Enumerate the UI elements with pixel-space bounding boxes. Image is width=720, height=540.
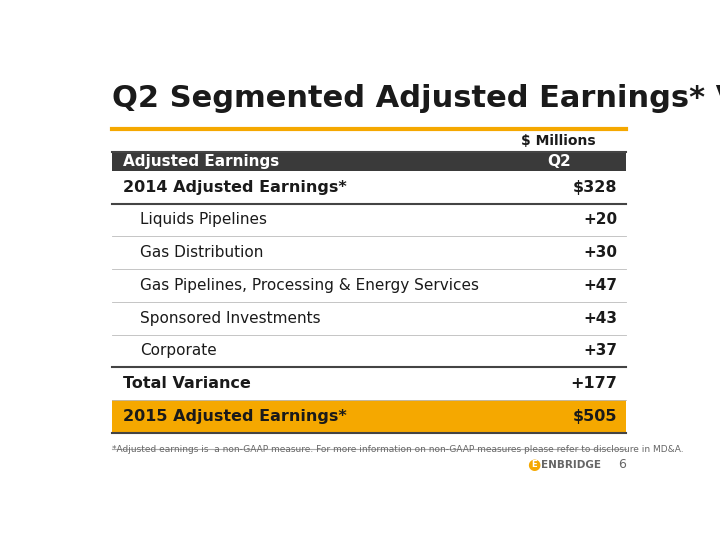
Text: $328: $328 — [573, 180, 617, 195]
Text: Liquids Pipelines: Liquids Pipelines — [140, 212, 267, 227]
Text: 2015 Adjusted Earnings*: 2015 Adjusted Earnings* — [124, 409, 347, 424]
Text: +47: +47 — [583, 278, 617, 293]
FancyBboxPatch shape — [112, 152, 626, 171]
Text: +37: +37 — [583, 343, 617, 359]
Text: +177: +177 — [570, 376, 617, 391]
Text: $ Millions: $ Millions — [521, 134, 596, 148]
Text: E: E — [531, 460, 536, 469]
Text: ●: ● — [527, 457, 540, 472]
Text: +43: +43 — [583, 310, 617, 326]
Text: Total Variance: Total Variance — [124, 376, 251, 391]
Text: Q2: Q2 — [547, 154, 570, 169]
FancyBboxPatch shape — [112, 400, 626, 433]
Text: Adjusted Earnings: Adjusted Earnings — [124, 154, 280, 169]
Text: +20: +20 — [583, 212, 617, 227]
Text: ENBRIDGE: ENBRIDGE — [541, 460, 601, 470]
Text: Sponsored Investments: Sponsored Investments — [140, 310, 321, 326]
Text: +30: +30 — [583, 245, 617, 260]
Text: *Adjusted earnings is  a non-GAAP measure. For more information on non-GAAP meas: *Adjusted earnings is a non-GAAP measure… — [112, 444, 684, 454]
Text: Gas Distribution: Gas Distribution — [140, 245, 264, 260]
Text: 2014 Adjusted Earnings*: 2014 Adjusted Earnings* — [124, 180, 347, 195]
Text: Gas Pipelines, Processing & Energy Services: Gas Pipelines, Processing & Energy Servi… — [140, 278, 480, 293]
Text: Q2 Segmented Adjusted Earnings* Variance: Q2 Segmented Adjusted Earnings* Variance — [112, 84, 720, 112]
Text: Corporate: Corporate — [140, 343, 217, 359]
Text: 6: 6 — [618, 458, 626, 471]
Text: $505: $505 — [573, 409, 617, 424]
